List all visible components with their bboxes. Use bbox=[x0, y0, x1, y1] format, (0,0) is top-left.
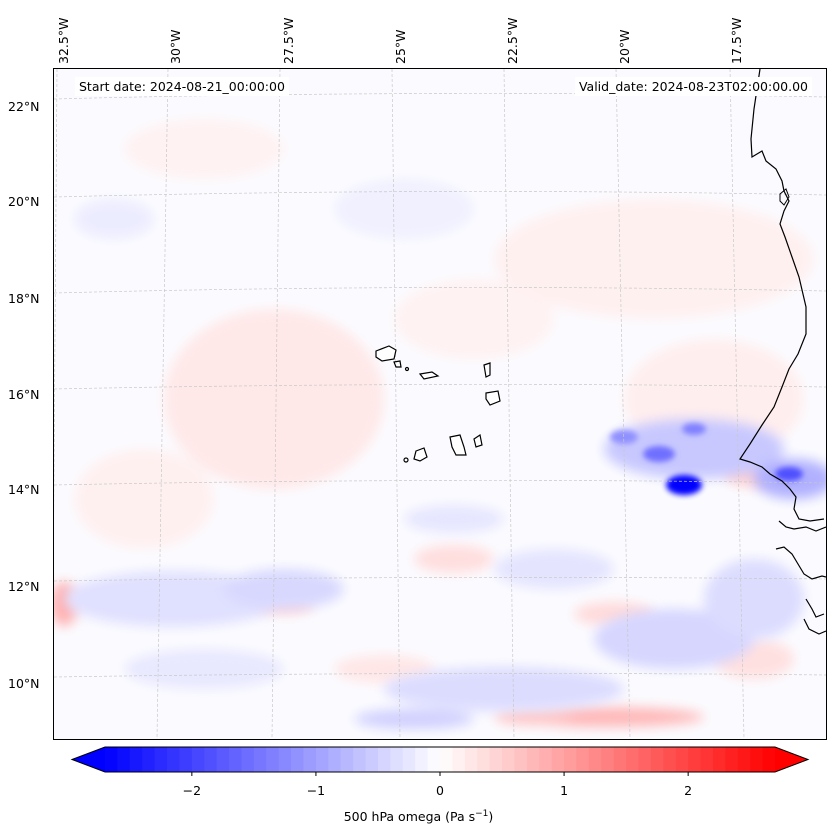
colorbar-extend-min bbox=[72, 747, 105, 772]
colorbar-tick-label: 2 bbox=[684, 783, 693, 798]
colorbar-segment bbox=[526, 747, 540, 772]
colorbar-outline bbox=[70, 746, 810, 773]
colorbar-segment bbox=[502, 747, 515, 772]
colorbar-label: 500 hPa omega (Pa s−1) bbox=[0, 809, 837, 824]
colorbar-segment bbox=[675, 747, 689, 772]
longitude-label: 30°W bbox=[168, 29, 183, 64]
colorbar-segment bbox=[700, 747, 714, 772]
colorbar-segment bbox=[564, 747, 577, 772]
colorbar bbox=[70, 746, 810, 776]
colorbar-segment bbox=[514, 747, 528, 772]
colorbar-segment bbox=[154, 747, 168, 772]
latitude-label: 14°N bbox=[8, 482, 40, 497]
colorbar-segment bbox=[390, 747, 404, 772]
colorbar-segment bbox=[328, 747, 342, 772]
colorbar-segment bbox=[477, 747, 491, 772]
colorbar-segment bbox=[415, 747, 429, 772]
colorbar-segment bbox=[663, 747, 677, 772]
latitude-label: 12°N bbox=[8, 579, 40, 594]
latitude-label: 16°N bbox=[8, 387, 40, 402]
colorbar-label-text: 500 hPa omega (Pa s bbox=[343, 809, 476, 825]
colorbar-segment bbox=[464, 747, 478, 772]
african-coastline bbox=[739, 69, 826, 635]
island-coast-1 bbox=[779, 188, 790, 206]
colorbar-label-exponent: −1 bbox=[475, 809, 489, 819]
colorbar-segment bbox=[539, 747, 553, 772]
colorbar-segment bbox=[167, 747, 180, 772]
colorbar-segment bbox=[266, 747, 280, 772]
colorbar-segment bbox=[725, 747, 739, 772]
colorbar-segment bbox=[105, 747, 118, 772]
cape-verde-islands bbox=[375, 345, 501, 463]
colorbar-segment bbox=[253, 747, 267, 772]
colorbar-segment bbox=[353, 747, 367, 772]
longitude-label: 17.5°W bbox=[729, 17, 744, 64]
colorbar-segment bbox=[229, 747, 242, 772]
colorbar-segment bbox=[427, 747, 441, 772]
colorbar-segment bbox=[129, 747, 143, 772]
graticule bbox=[54, 69, 826, 739]
colorbar-segment bbox=[712, 747, 726, 772]
colorbar-segment bbox=[576, 747, 590, 772]
colorbar-segment bbox=[204, 747, 218, 772]
colorbar-segment bbox=[688, 747, 702, 772]
omega-strong-ascent bbox=[610, 423, 803, 495]
colorbar-segment bbox=[241, 747, 255, 772]
colorbar-segment bbox=[613, 747, 627, 772]
colorbar-segment bbox=[588, 747, 602, 772]
colorbar-segment bbox=[315, 747, 329, 772]
colorbar-extend-max bbox=[775, 747, 808, 772]
colorbar-segment bbox=[179, 747, 193, 772]
colorbar-segment bbox=[762, 747, 776, 772]
colorbar-segment bbox=[737, 747, 751, 772]
start-date-label: Start date: 2024-08-21_00:00:00 bbox=[75, 77, 289, 96]
map-panel bbox=[53, 68, 827, 740]
longitude-label: 32.5°W bbox=[56, 17, 71, 64]
colorbar-segment bbox=[278, 747, 292, 772]
colorbar-segment bbox=[750, 747, 764, 772]
colorbar-segment bbox=[303, 747, 317, 772]
colorbar-tick-label: −1 bbox=[306, 783, 326, 798]
colorbar-segment bbox=[650, 747, 664, 772]
colorbar-tick-label: 0 bbox=[436, 783, 444, 798]
colorbar-segment bbox=[191, 747, 205, 772]
latitude-label: 22°N bbox=[8, 99, 40, 114]
colorbar-segment bbox=[626, 747, 640, 772]
colorbar-segment bbox=[638, 747, 652, 772]
colorbar-segment bbox=[601, 747, 615, 772]
colorbar-label-end: ) bbox=[488, 809, 494, 825]
colorbar-segment bbox=[377, 747, 391, 772]
valid-date-label: Valid_date: 2024-08-23T02:00:00.00 bbox=[574, 77, 812, 96]
longitude-label: 20°W bbox=[617, 29, 632, 64]
colorbar-segment bbox=[551, 747, 565, 772]
colorbar-tick-label: 1 bbox=[560, 783, 569, 798]
colorbar-segment bbox=[340, 747, 354, 772]
colorbar-segment bbox=[117, 747, 131, 772]
colorbar-segment bbox=[291, 747, 305, 772]
colorbar-tick-label: −2 bbox=[182, 783, 202, 798]
colorbar-segment bbox=[489, 747, 503, 772]
latitude-label: 20°N bbox=[8, 194, 40, 209]
colorbar-segment bbox=[402, 747, 416, 772]
colorbar-segment bbox=[452, 747, 466, 772]
omega-negative-regions bbox=[64, 179, 826, 729]
longitude-label: 22.5°W bbox=[505, 17, 520, 64]
colorbar-segment bbox=[365, 747, 379, 772]
map-canvas bbox=[54, 69, 826, 739]
colorbar-segment bbox=[440, 747, 453, 772]
latitude-label: 10°N bbox=[8, 676, 40, 691]
longitude-label: 25°W bbox=[393, 29, 408, 64]
colorbar-segment bbox=[142, 747, 156, 772]
latitude-label: 18°N bbox=[8, 291, 40, 306]
longitude-label: 27.5°W bbox=[281, 17, 296, 64]
colorbar-segment bbox=[216, 747, 230, 772]
